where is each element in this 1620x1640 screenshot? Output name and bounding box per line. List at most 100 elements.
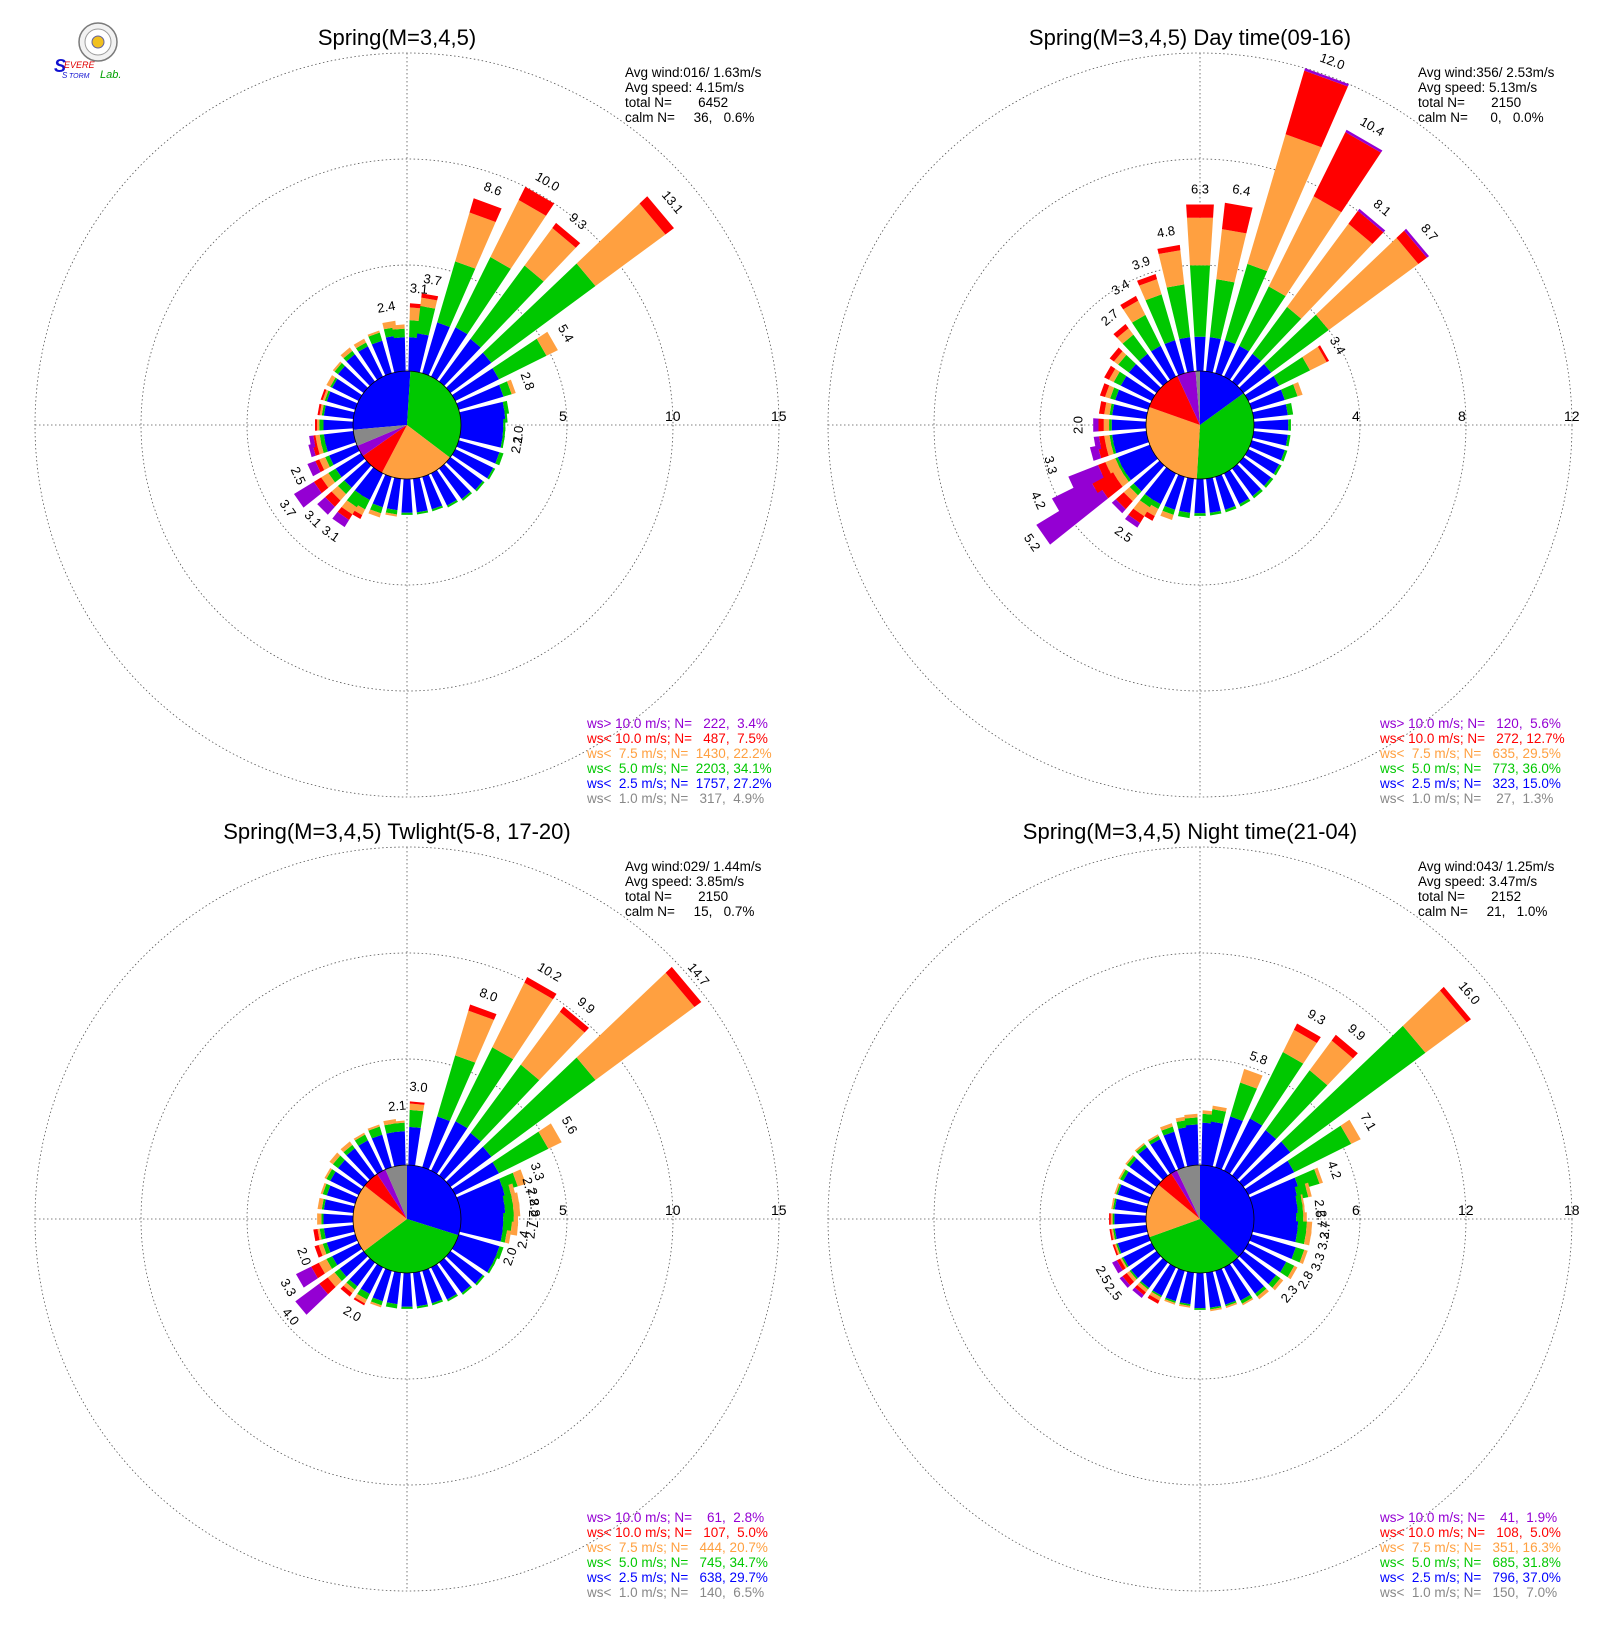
bar-40-seg-1 — [439, 338, 481, 386]
bar-20-seg-2 — [1224, 263, 1268, 344]
bar-30-seg-1 — [1224, 1118, 1263, 1175]
bar-215-seg-5 — [332, 511, 350, 528]
legend-entry-6: ws< 1.0 m/s; N= 317, 4.9% — [586, 791, 764, 806]
bar-210-seg-3 — [354, 1293, 367, 1304]
bar-140-seg-1 — [439, 1258, 471, 1294]
info-line-1: Avg wind:356/ 2.53m/s — [1418, 65, 1555, 80]
bar-50-seg-4 — [665, 966, 702, 1008]
bar-225-seg-5 — [1111, 499, 1126, 514]
bar-225-seg-3 — [1123, 486, 1139, 502]
legend-entry-1: ws> 10.0 m/s; N= 222, 3.4% — [586, 716, 768, 731]
bar-255-seg-1 — [324, 435, 356, 452]
bar-130-seg-1 — [446, 1251, 483, 1285]
bar-330-seg-2 — [355, 342, 368, 352]
bar-140-seg-1 — [1232, 1258, 1265, 1294]
bar-200-seg-2 — [370, 503, 383, 514]
pie-outline — [352, 1164, 462, 1274]
bar-150-seg-2 — [447, 499, 459, 508]
bar-30-seg-1 — [431, 1121, 468, 1175]
bar-220-seg-5 — [1132, 1287, 1144, 1299]
bar-260-seg-3 — [315, 434, 322, 447]
bar-220-seg-2 — [346, 1279, 358, 1290]
bar-200-seg-2 — [1162, 506, 1176, 515]
bar-170-seg-1 — [413, 477, 428, 513]
bar-70-seg-2 — [499, 1172, 518, 1191]
bar-40-seg-2 — [1252, 306, 1302, 361]
bar-100-seg-2 — [500, 435, 505, 449]
bar-330-seg-2 — [354, 1134, 368, 1146]
bar-310-seg-3 — [1125, 1154, 1135, 1165]
legend-entry-2: ws< 10.0 m/s; N= 487, 7.5% — [586, 731, 768, 746]
legend-entry-2: ws< 10.0 m/s; N= 272, 12.7% — [1379, 731, 1565, 746]
bar-350-seg-2 — [1166, 284, 1191, 340]
bar-190-seg-3 — [1178, 1304, 1191, 1308]
bar-280-seg-2 — [1112, 1198, 1117, 1210]
bar-225-seg-2 — [337, 480, 352, 495]
bar-50-seg-3 — [1315, 237, 1419, 331]
legend-entry-1: ws> 10.0 m/s; N= 41, 1.9% — [1379, 1510, 1557, 1525]
bar-245-seg-5 — [1068, 465, 1104, 493]
bar-40-seg-3 — [1309, 1040, 1353, 1086]
bar-320-seg-4 — [1113, 323, 1129, 338]
bar-170-seg-1 — [1206, 1271, 1222, 1308]
bar-270-seg-3 — [1110, 1213, 1113, 1225]
bar-230-seg-4 — [319, 1277, 336, 1295]
bar-280-seg-2 — [1109, 403, 1115, 416]
bar-225-seg-5 — [317, 497, 335, 515]
bar-235-seg-2 — [328, 468, 342, 483]
bar-label-6: 4.2 — [1324, 1159, 1344, 1181]
bar-170-seg-1 — [413, 1271, 428, 1307]
bar-235-seg-5 — [1036, 486, 1109, 545]
bar-100-seg-1 — [459, 431, 503, 448]
bar-50-seg-1 — [446, 352, 492, 393]
bar-100-seg-3 — [504, 1230, 512, 1244]
bar-225-seg-1 — [1133, 460, 1165, 492]
bar-label-4: 4.8 — [1156, 223, 1176, 241]
bar-label-14: 2.4 — [514, 1229, 532, 1249]
logo-storm: TORM — [69, 73, 90, 80]
bar-220-seg-3 — [1137, 1282, 1149, 1293]
logo-letter-s1: S — [54, 56, 66, 76]
bar-20-seg-3 — [455, 1010, 494, 1063]
bar-240-seg-3 — [318, 1259, 333, 1274]
bar-30-seg-3 — [1282, 1029, 1317, 1064]
bar-220-seg-3 — [343, 1282, 355, 1294]
bar-label-5: 6.3 — [1191, 181, 1209, 196]
bar-30-seg-2 — [455, 257, 511, 335]
info-line-3: total N= 2150 — [1418, 95, 1521, 110]
bar-140-seg-1 — [439, 464, 471, 500]
bar-150-seg-2 — [447, 1293, 459, 1302]
bar-260-seg-3 — [317, 1228, 322, 1241]
bar-label-3: 8.0 — [478, 985, 500, 1005]
bar-350-seg-3 — [383, 1118, 397, 1126]
bar-300-seg-3 — [324, 1167, 333, 1179]
bar-240-seg-1 — [1123, 1243, 1156, 1267]
legend-entry-6: ws< 1.0 m/s; N= 27, 1.3% — [1379, 791, 1553, 806]
bar-215-seg-1 — [1144, 467, 1172, 501]
pie-slice-6 — [1195, 371, 1200, 425]
bar-100-seg-1 — [1252, 431, 1288, 446]
bar-355-seg-1 — [1185, 1124, 1199, 1166]
bar-20-seg-5 — [1304, 68, 1349, 87]
bar-290-seg-2 — [324, 390, 331, 402]
bar-255-seg-5 — [308, 444, 316, 458]
bar-5-seg-3 — [409, 1103, 425, 1112]
bar-60-seg-3 — [538, 1123, 562, 1149]
bar-340-seg-1 — [1163, 1131, 1185, 1170]
bar-30-seg-1 — [1224, 345, 1249, 381]
bar-300-seg-1 — [1123, 1171, 1156, 1195]
pie-slice-4 — [1158, 1173, 1200, 1219]
bar-235-seg-4 — [313, 477, 329, 494]
bar-290-seg-3 — [322, 389, 329, 401]
bar-260-seg-5 — [1093, 436, 1102, 451]
bar-40-seg-4 — [559, 1006, 589, 1033]
pie-outline — [1145, 370, 1255, 480]
bar-30-seg-3 — [492, 982, 554, 1060]
bar-320-seg-3 — [340, 1141, 353, 1153]
bar-160-seg-2 — [1224, 506, 1237, 513]
bar-10-seg-3 — [1216, 229, 1247, 283]
bar-label-12: 2.0 — [1070, 416, 1085, 434]
bar-225-seg-1 — [344, 460, 372, 488]
ring-label-2: 12 — [1458, 1202, 1474, 1218]
